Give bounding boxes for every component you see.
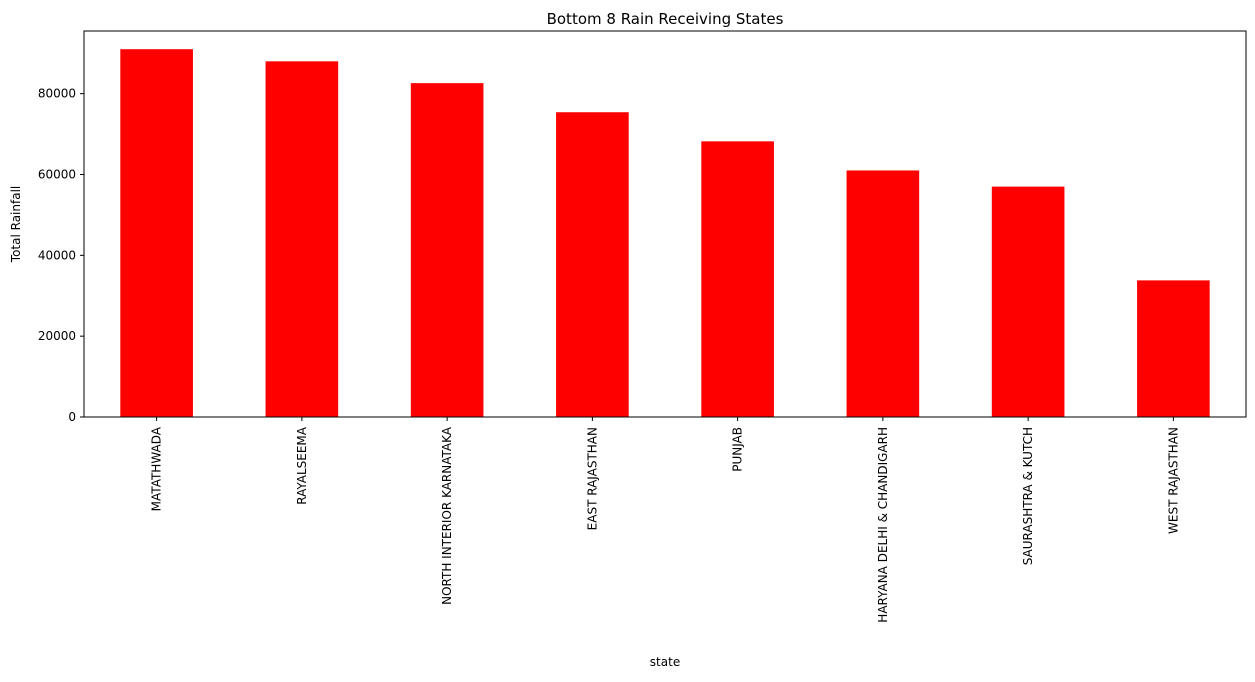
- bar-0: [120, 49, 193, 417]
- chart-title: Bottom 8 Rain Receiving States: [547, 10, 784, 28]
- x-tick-label-5: HARYANA DELHI & CHANDIGARH: [876, 427, 890, 623]
- x-tick-label-0: MATATHWADA: [150, 426, 164, 511]
- bar-1: [265, 61, 339, 418]
- plot-frame: [83, 30, 1247, 418]
- bars-group: [120, 49, 1210, 418]
- y-axis-label: Total Rainfall: [9, 186, 23, 263]
- x-tick-label-7: WEST RAJASTHAN: [1166, 427, 1180, 534]
- bar-6: [991, 186, 1065, 417]
- x-tick-label-6: SAURASHTRA & KUTCH: [1021, 427, 1035, 565]
- bar-7: [1137, 280, 1210, 417]
- x-axis-label: state: [650, 655, 680, 669]
- bar-5: [846, 170, 920, 417]
- x-tick-label-3: EAST RAJASTHAN: [585, 427, 599, 530]
- x-tick-label-1: RAYALSEEMA: [295, 426, 309, 505]
- y-tick-label-0: 0: [68, 410, 76, 424]
- y-tick-label-2: 40000: [38, 248, 76, 262]
- bar-4: [701, 141, 774, 417]
- x-tick-label-2: NORTH INTERIOR KARNATAKA: [440, 426, 454, 605]
- y-tick-label-1: 20000: [38, 329, 76, 343]
- x-tick-label-4: PUNJAB: [731, 427, 745, 472]
- bar-3: [556, 112, 629, 418]
- y-tick-label-4: 80000: [38, 87, 76, 101]
- y-tick-label-3: 60000: [38, 167, 76, 181]
- x-axis-ticks: MATATHWADA RAYALSEEMA NORTH INTERIOR KARNA…: [150, 417, 1180, 623]
- y-axis-ticks: 0 20000 40000 60000 80000: [38, 87, 84, 424]
- bar-2: [410, 83, 484, 417]
